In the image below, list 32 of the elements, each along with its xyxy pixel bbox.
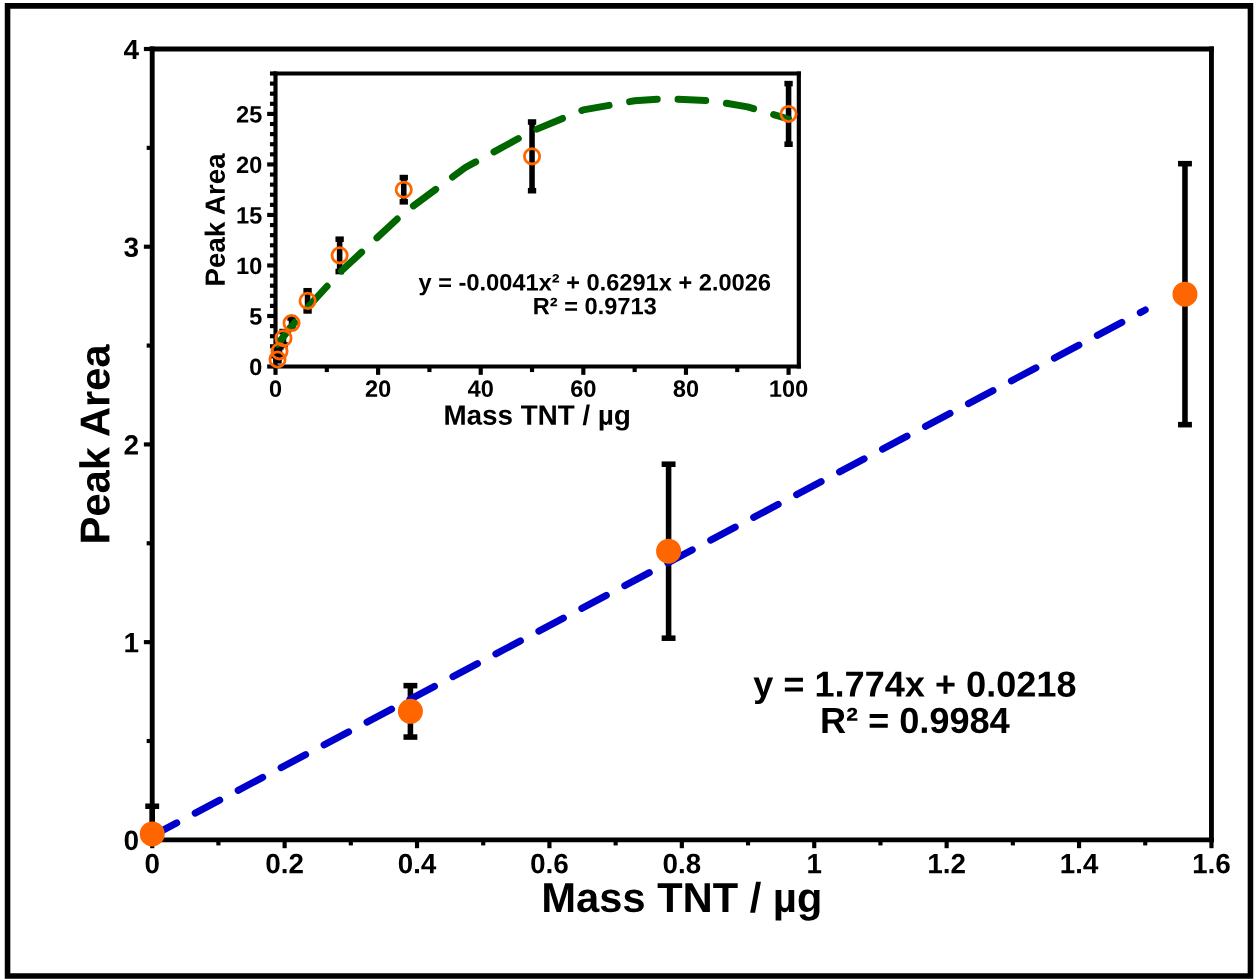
y-tick-label: 15 <box>237 207 262 224</box>
y-tick-label: 2 <box>124 435 138 455</box>
y-tick-label: 25 <box>236 105 262 123</box>
x-tick-label: 100 <box>770 380 808 398</box>
x-tick-label: 80 <box>673 380 699 398</box>
y-tick-label: 20 <box>236 156 262 174</box>
y-tick-label: 10 <box>237 257 262 275</box>
x-tick-label: 1.6 <box>1193 853 1230 874</box>
y-tick-label: 1 <box>125 633 139 653</box>
x-tick-label: 40 <box>467 380 493 398</box>
x-tick-label: 1 <box>808 854 822 874</box>
x-tick-label: 0 <box>269 380 282 398</box>
x-tick-label: 20 <box>365 380 391 398</box>
x-tick-label: 0.4 <box>398 853 437 874</box>
y-axis-title: Peak Area <box>204 153 225 285</box>
x-tick-label: 0.8 <box>663 853 701 874</box>
x-tick-label: 60 <box>571 380 596 398</box>
x-axis-title: Mass TNT / µg <box>544 881 820 921</box>
x-tick-label: 0.6 <box>531 853 568 874</box>
y-axis-title: Peak Area <box>79 344 110 542</box>
x-axis-title: Mass TNT / µg <box>445 404 629 431</box>
annotation: y = -0.0041x² + 0.6291x + 2.0026 R² = 0.9713 <box>418 273 771 315</box>
y-tick-label: 0 <box>124 830 138 851</box>
annotation: y = 1.774x + 0.0218 R² = 0.9984 <box>753 671 1076 734</box>
x-tick-label: 1.4 <box>1061 854 1099 874</box>
x-tick-label: 0 <box>145 853 159 874</box>
y-tick-label: 4 <box>124 39 139 60</box>
y-tick-label: 5 <box>249 308 262 325</box>
y-tick-label: 0 <box>250 358 262 376</box>
x-tick-label: 0.2 <box>266 853 303 874</box>
y-tick-label: 3 <box>124 237 139 258</box>
x-tick-label: 1.2 <box>929 853 965 874</box>
